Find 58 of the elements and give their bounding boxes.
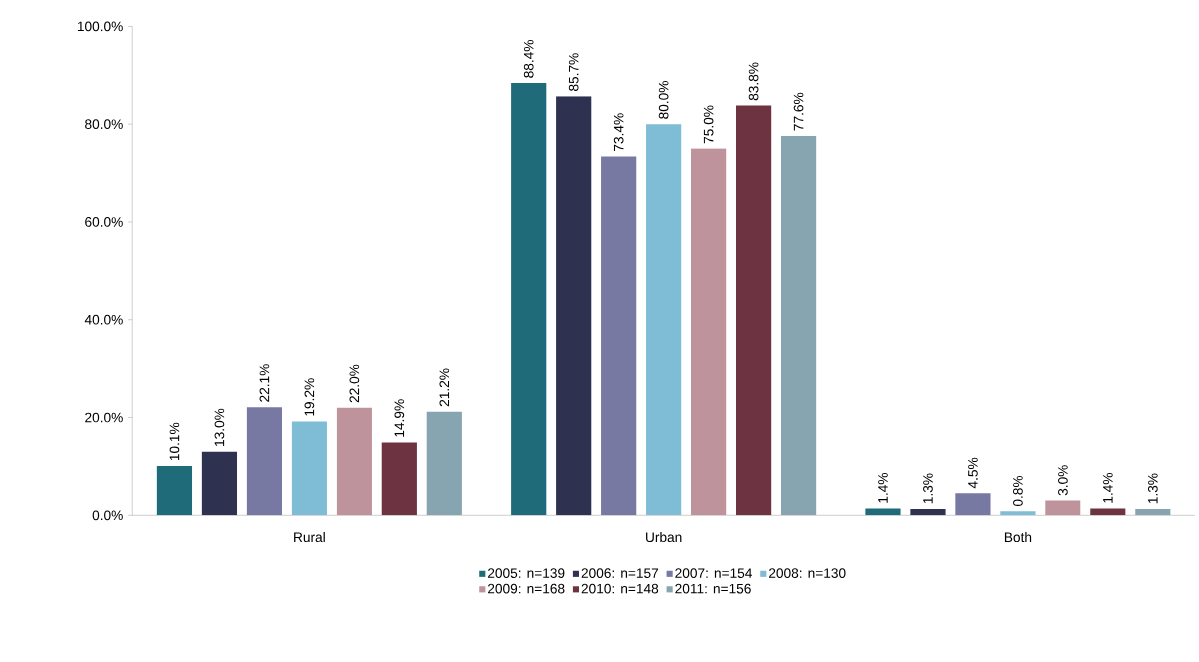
data-label: 10.1% bbox=[169, 422, 180, 461]
data-label: 4.5% bbox=[968, 457, 978, 489]
bar bbox=[1045, 500, 1081, 516]
data-label: 77.6% bbox=[793, 92, 804, 131]
legend-label: 2008: n=130 bbox=[769, 568, 846, 578]
data-label: 1.4% bbox=[1103, 472, 1113, 503]
data-label: 3.0% bbox=[1058, 465, 1068, 496]
y-tick-label: 100.0% bbox=[77, 21, 123, 32]
bar bbox=[1135, 508, 1171, 516]
data-label: 75.0% bbox=[703, 105, 714, 144]
bar bbox=[910, 508, 946, 516]
data-label: 83.8% bbox=[748, 62, 759, 101]
y-tick-label: 60.0% bbox=[85, 217, 123, 227]
bar bbox=[736, 105, 772, 516]
legend-label: 2011: n=156 bbox=[675, 583, 751, 594]
y-tick-label: 80.0% bbox=[85, 119, 123, 130]
data-label: 0.8% bbox=[1013, 475, 1023, 507]
y-tick-label: 40.0% bbox=[84, 314, 123, 325]
bar bbox=[291, 421, 327, 516]
data-label: 1.3% bbox=[1147, 473, 1158, 504]
legend-label: 2010: n=148 bbox=[581, 583, 659, 594]
y-tick-label: 0.0% bbox=[92, 510, 123, 521]
legend-label: 2005: n=139 bbox=[488, 568, 565, 578]
data-label: 22.0% bbox=[349, 364, 360, 403]
legend-label: 2006: n=157 bbox=[581, 568, 659, 578]
legend-label: 2007: n=154 bbox=[675, 568, 752, 578]
data-label: 73.4% bbox=[613, 113, 624, 151]
bar bbox=[691, 148, 727, 516]
data-label: 85.7% bbox=[568, 53, 579, 91]
data-label: 1.3% bbox=[923, 473, 933, 504]
bar bbox=[780, 135, 817, 516]
data-label: 80.0% bbox=[658, 81, 669, 119]
bar bbox=[511, 83, 547, 516]
bar bbox=[1000, 511, 1036, 516]
bar bbox=[381, 442, 417, 516]
bar bbox=[955, 493, 991, 516]
x-tick-label: Urban bbox=[646, 532, 682, 543]
data-label: 88.4% bbox=[523, 40, 534, 78]
x-tick-label: Rural bbox=[294, 532, 325, 543]
data-label: 19.2% bbox=[304, 378, 315, 416]
bar bbox=[556, 96, 592, 516]
bar bbox=[201, 451, 238, 516]
bar bbox=[601, 156, 637, 516]
data-label: 21.2% bbox=[439, 368, 450, 407]
bar bbox=[646, 124, 682, 516]
bar bbox=[865, 508, 901, 516]
bar bbox=[1090, 508, 1126, 516]
x-tick-label: Both bbox=[1004, 532, 1032, 543]
data-label: 13.0% bbox=[214, 408, 225, 446]
bar bbox=[426, 411, 462, 516]
bar bbox=[156, 465, 193, 516]
data-label: 22.1% bbox=[259, 364, 270, 402]
y-tick-label: 20.0% bbox=[85, 412, 123, 423]
legend-label: 2009: n=168 bbox=[488, 583, 565, 594]
data-label: 1.4% bbox=[878, 472, 888, 503]
bar bbox=[246, 407, 282, 516]
data-label: 14.9% bbox=[394, 399, 405, 437]
bar bbox=[336, 407, 372, 516]
